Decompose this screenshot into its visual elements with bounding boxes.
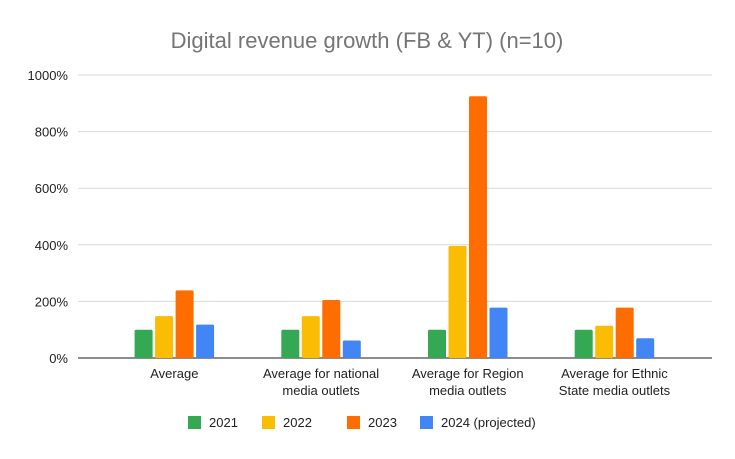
y-tick-label: 200% xyxy=(35,294,69,309)
y-tick-label: 0% xyxy=(49,351,68,366)
bar-2023 xyxy=(175,290,194,358)
bar-2024-projected- xyxy=(489,307,508,358)
bar-2023 xyxy=(469,96,487,358)
bar-2024-projected- xyxy=(196,324,215,358)
x-tick-label: media outlets xyxy=(429,383,507,398)
bar-2021 xyxy=(428,329,446,358)
x-tick-label: Average xyxy=(150,366,198,381)
y-tick-label: 400% xyxy=(35,238,69,253)
bar-2022 xyxy=(595,325,614,358)
legend-swatch xyxy=(262,416,275,429)
bar-2021 xyxy=(574,329,593,358)
bar-2023 xyxy=(615,307,634,358)
x-tick-label: Average for Region xyxy=(412,366,524,381)
x-tick-label: Average for national xyxy=(263,366,379,381)
legend-label: 2023 xyxy=(368,415,397,430)
bar-2022 xyxy=(301,316,320,358)
bar-2023 xyxy=(322,299,341,358)
x-tick-label: Average for Ethnic xyxy=(561,366,668,381)
legend-label: 2022 xyxy=(283,415,312,430)
legend-swatch xyxy=(347,416,360,429)
legend-label: 2024 (projected) xyxy=(441,415,536,430)
bar-2021 xyxy=(281,329,300,358)
legend-swatch xyxy=(188,416,201,429)
bar-2021 xyxy=(134,329,153,358)
legend-swatch xyxy=(420,416,433,429)
bar-2024-projected- xyxy=(636,338,655,358)
legend-label: 2021 xyxy=(209,415,238,430)
y-tick-label: 1000% xyxy=(28,68,69,83)
x-tick-label: State media outlets xyxy=(559,383,671,398)
bar-2022 xyxy=(155,316,174,358)
bar-2024-projected- xyxy=(342,340,361,358)
y-tick-label: 800% xyxy=(35,125,69,140)
bar-2022 xyxy=(448,245,467,358)
y-tick-label: 600% xyxy=(35,181,69,196)
chart-title: Digital revenue growth (FB & YT) (n=10) xyxy=(171,28,564,53)
x-tick-label: media outlets xyxy=(282,383,360,398)
